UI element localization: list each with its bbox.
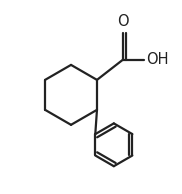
Text: OH: OH	[146, 52, 169, 67]
Text: O: O	[117, 14, 128, 29]
